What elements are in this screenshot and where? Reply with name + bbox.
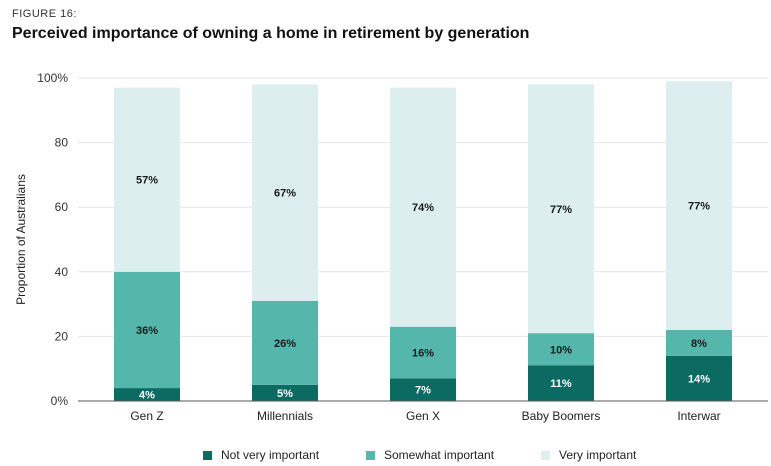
x-category-label: Gen Z bbox=[130, 409, 163, 423]
legend-swatch bbox=[203, 450, 212, 460]
x-category-label: Baby Boomers bbox=[522, 409, 601, 423]
bar-segment bbox=[666, 329, 732, 356]
bar-segment bbox=[528, 84, 594, 334]
y-tick-label: 100% bbox=[37, 71, 68, 85]
bar-segment bbox=[252, 384, 318, 401]
bar-segment bbox=[528, 333, 594, 366]
figure-label: FIGURE 16: bbox=[12, 8, 77, 20]
x-axis-categories: Gen Z Millennials Gen X Baby Boomers Interwa… bbox=[130, 409, 720, 423]
bar-segment bbox=[390, 87, 456, 327]
bar-segment bbox=[114, 271, 180, 389]
data-label: 26% bbox=[274, 338, 296, 350]
data-label: 36% bbox=[136, 325, 158, 337]
bar-segment bbox=[666, 81, 732, 330]
data-label: 4% bbox=[139, 390, 155, 402]
stacked-bar-chart: 0% 20 40 60 80 100% 4% 36% 57% 5% 26% 67% 7% 16% 74% 1… bbox=[14, 71, 768, 423]
bar-segment bbox=[114, 388, 180, 401]
data-label: 77% bbox=[688, 201, 710, 213]
bar-segment bbox=[528, 365, 594, 401]
data-label: 10% bbox=[550, 344, 572, 356]
data-label: 16% bbox=[412, 348, 434, 360]
bar-segment bbox=[252, 84, 318, 301]
legend-label: Somewhat important bbox=[384, 448, 495, 462]
legend-label: Very important bbox=[559, 448, 637, 462]
bars bbox=[114, 81, 732, 401]
data-labels: 4% 36% 57% 5% 26% 67% 7% 16% 74% 11% 10% 77% 14% 8% 77… bbox=[136, 175, 710, 402]
data-label: 8% bbox=[691, 338, 707, 350]
x-category-label: Interwar bbox=[677, 409, 720, 423]
legend-item: Very important bbox=[541, 448, 636, 462]
data-label: 57% bbox=[136, 175, 158, 187]
bar-segment bbox=[666, 355, 732, 401]
bar-segment bbox=[252, 300, 318, 385]
y-axis-label: Proportion of Australians bbox=[14, 174, 28, 305]
legend-label: Not very important bbox=[221, 448, 320, 462]
data-label: 74% bbox=[412, 202, 434, 214]
data-label: 67% bbox=[274, 188, 296, 200]
y-tick-label: 0% bbox=[51, 394, 69, 408]
legend: Not very important Somewhat important Very… bbox=[0, 448, 771, 466]
chart-title: Perceived importance of owning a home in… bbox=[12, 25, 530, 42]
y-tick-label: 80 bbox=[55, 136, 69, 150]
y-axis-ticks: 0% 20 40 60 80 100% bbox=[37, 71, 68, 408]
x-category-label: Millennials bbox=[257, 409, 313, 423]
legend-item: Not very important bbox=[203, 448, 319, 462]
data-label: 5% bbox=[277, 388, 293, 400]
y-tick-label: 40 bbox=[55, 265, 69, 279]
data-label: 11% bbox=[550, 378, 572, 390]
legend-swatch bbox=[366, 450, 375, 460]
bar-segment bbox=[390, 326, 456, 379]
x-category-label: Gen X bbox=[406, 409, 440, 423]
y-tick-label: 60 bbox=[55, 200, 69, 214]
legend-item: Somewhat important bbox=[366, 448, 494, 462]
data-label: 14% bbox=[688, 373, 710, 385]
bar-segment bbox=[114, 87, 180, 272]
data-label: 77% bbox=[550, 204, 572, 216]
legend-swatch bbox=[541, 450, 550, 460]
data-label: 7% bbox=[415, 385, 431, 397]
bar-segment bbox=[390, 378, 456, 401]
y-tick-label: 20 bbox=[55, 329, 69, 343]
